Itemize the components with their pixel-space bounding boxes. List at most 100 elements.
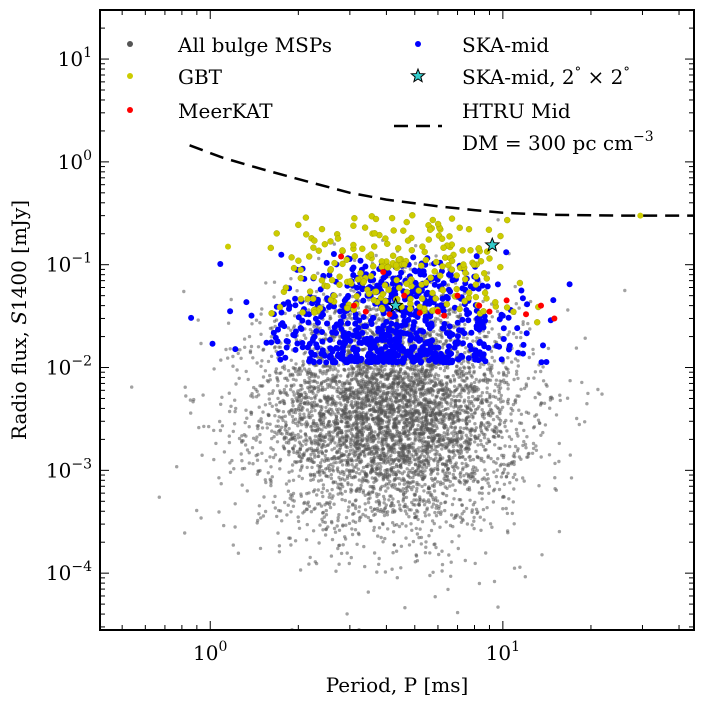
data-point-bulge — [517, 306, 521, 310]
data-point-bulge — [329, 554, 334, 558]
data-point-bulge — [233, 502, 237, 506]
data-point-bulge — [447, 553, 451, 557]
data-point-bulge — [247, 461, 251, 465]
data-point-bulge — [453, 475, 457, 480]
data-point-bulge — [490, 355, 494, 360]
data-point-bulge — [285, 429, 289, 434]
data-point-bulge — [427, 513, 431, 517]
data-point-bulge — [367, 452, 372, 456]
data-point-bulge — [350, 527, 354, 531]
data-point-bulge — [403, 509, 408, 513]
data-point-bulge — [427, 486, 431, 490]
data-point-bulge — [316, 390, 320, 394]
data-point-bulge — [347, 371, 352, 375]
data-point-bulge — [415, 409, 420, 413]
data-point-bulge — [290, 494, 294, 498]
data-point-bulge — [492, 470, 496, 474]
data-point-bulge — [452, 429, 456, 433]
data-point-bulge — [448, 523, 453, 528]
data-point-bulge — [404, 413, 408, 417]
data-point-bulge — [277, 415, 281, 419]
data-point-bulge — [437, 406, 441, 411]
data-point-bulge — [355, 379, 359, 383]
data-point-bulge — [220, 424, 225, 428]
data-point-bulge — [256, 345, 261, 349]
data-point-bulge — [424, 465, 429, 470]
data-point-bulge — [489, 371, 493, 375]
data-point-bulge — [424, 408, 428, 412]
data-point-bulge — [219, 482, 223, 486]
data-point-bulge — [405, 404, 409, 408]
data-point-bulge — [350, 469, 354, 473]
data-point-bulge — [451, 483, 455, 487]
data-point-bulge — [505, 511, 510, 516]
data-point-bulge — [302, 500, 307, 505]
data-point-bulge — [383, 570, 388, 574]
data-point-bulge — [272, 435, 276, 439]
data-point-bulge — [511, 331, 516, 336]
data-point-bulge — [374, 308, 379, 312]
data-point-bulge — [234, 406, 238, 411]
data-point-bulge — [477, 581, 482, 586]
data-point-bulge — [580, 380, 584, 385]
data-point-bulge — [370, 372, 374, 377]
data-point-bulge — [521, 320, 525, 324]
data-point-bulge — [381, 461, 385, 465]
data-point-bulge — [435, 449, 439, 454]
data-point-bulge — [291, 431, 295, 435]
data-point-bulge — [432, 482, 437, 486]
data-point-bulge — [367, 376, 372, 381]
data-point-bulge — [475, 468, 479, 472]
data-point-bulge — [472, 526, 476, 531]
data-point-bulge — [428, 490, 432, 495]
data-point-bulge — [353, 504, 357, 508]
data-point-bulge — [347, 505, 351, 509]
data-point-bulge — [374, 492, 379, 496]
data-point-bulge — [515, 431, 519, 435]
data-point-bulge — [417, 500, 422, 504]
data-point-bulge — [243, 420, 247, 425]
data-point-bulge — [366, 462, 370, 466]
data-point-bulge — [600, 392, 604, 396]
data-point-bulge — [260, 426, 265, 430]
data-point-bulge — [457, 479, 461, 483]
data-point-bulge — [521, 443, 525, 448]
data-point-bulge — [467, 360, 471, 365]
data-point-bulge — [370, 490, 375, 494]
data-point-bulge — [378, 470, 382, 475]
data-point-bulge — [428, 551, 432, 555]
data-point-bulge — [585, 402, 589, 406]
data-point-bulge — [497, 371, 501, 375]
data-point-bulge — [469, 471, 474, 475]
data-point-bulge — [356, 365, 360, 369]
data-point-bulge — [386, 486, 390, 490]
data-point-bulge — [368, 403, 372, 408]
data-point-bulge — [519, 330, 523, 335]
data-point-bulge — [430, 393, 435, 397]
data-point-bulge — [348, 344, 352, 349]
data-point-bulge — [250, 322, 254, 326]
data-point-bulge — [498, 411, 502, 416]
data-point-bulge — [323, 520, 327, 525]
data-point-bulge — [512, 487, 516, 491]
data-point-bulge — [521, 476, 525, 480]
data-point-bulge — [400, 405, 404, 409]
data-point-bulge — [443, 416, 447, 420]
data-point-bulge — [448, 416, 452, 421]
data-point-bulge — [354, 498, 358, 502]
data-point-bulge — [312, 507, 316, 511]
data-point-bulge — [365, 374, 369, 378]
data-point-bulge — [485, 380, 490, 385]
data-point-bulge — [462, 482, 467, 486]
data-point-bulge — [374, 321, 378, 325]
data-point-bulge — [456, 386, 460, 390]
data-point-bulge — [479, 362, 483, 366]
data-point-bulge — [499, 475, 504, 479]
data-point-bulge — [327, 464, 331, 468]
data-point-bulge — [353, 435, 358, 439]
data-point-bulge — [469, 382, 474, 386]
data-point-bulge — [357, 518, 362, 523]
data-point-bulge — [292, 450, 296, 455]
data-point-bulge — [313, 408, 317, 413]
data-point-bulge — [501, 370, 506, 375]
